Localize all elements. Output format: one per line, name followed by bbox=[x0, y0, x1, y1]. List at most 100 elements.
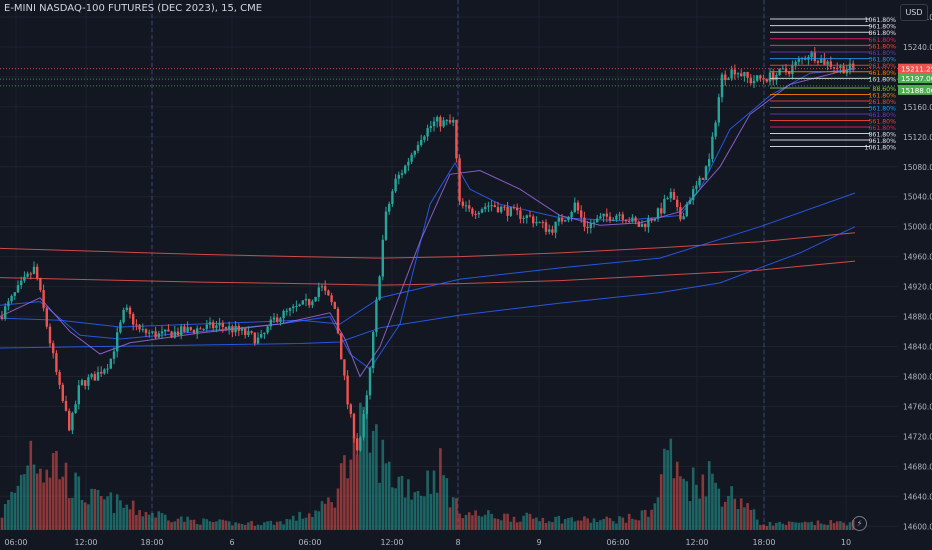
candle-body bbox=[407, 161, 410, 166]
time-tick-label: 12:00 bbox=[74, 538, 97, 547]
candle-body bbox=[669, 192, 672, 199]
price-tick-label: 14680.00 bbox=[903, 462, 932, 471]
candle-body bbox=[557, 218, 560, 222]
volume-bar bbox=[295, 520, 298, 530]
time-axis[interactable]: 06:00 12:00 18:00 6 06:00 12:00 8 9 06:00 12:00 18… bbox=[0, 530, 932, 550]
candle-body bbox=[381, 239, 384, 277]
price-tick-label: 15120.00 bbox=[903, 133, 932, 142]
candle-body bbox=[535, 222, 538, 224]
candle-body bbox=[618, 214, 621, 216]
candle-body bbox=[663, 198, 666, 214]
candle-body bbox=[765, 79, 768, 82]
volume-bar bbox=[272, 524, 276, 530]
volume-bar bbox=[426, 470, 429, 530]
fib-label: 661.80% bbox=[868, 125, 896, 132]
fib-label: 461.80% bbox=[868, 70, 896, 77]
candle-body bbox=[775, 75, 778, 81]
currency-button[interactable]: USD bbox=[900, 4, 928, 21]
volume-bar bbox=[189, 519, 193, 530]
volume-bar bbox=[576, 520, 580, 530]
candle-body bbox=[573, 202, 576, 212]
candle-body bbox=[80, 380, 84, 386]
fib-label: 961.80% bbox=[868, 138, 896, 145]
candle-body bbox=[93, 374, 96, 381]
candle-body bbox=[567, 217, 570, 221]
volume-bar bbox=[403, 497, 407, 530]
price-tick-label: 14800.00 bbox=[903, 372, 932, 381]
candle-body bbox=[605, 213, 608, 217]
candle-body bbox=[666, 198, 669, 200]
volume-bar bbox=[429, 493, 433, 530]
candle-body bbox=[480, 209, 484, 213]
volume-bar bbox=[77, 476, 81, 530]
candle-body bbox=[391, 191, 394, 204]
volume-bar bbox=[842, 522, 845, 530]
candle-body bbox=[228, 326, 231, 329]
candle-body bbox=[205, 324, 208, 329]
price-axis[interactable]: 15280.0015240.0015200.0015160.0015120.00… bbox=[898, 0, 932, 550]
candle-body bbox=[743, 71, 746, 77]
candle-body bbox=[487, 205, 490, 207]
candle-body bbox=[848, 63, 852, 70]
volume-bar bbox=[42, 482, 45, 530]
volume-bar bbox=[58, 479, 61, 530]
volume-bar bbox=[778, 521, 781, 530]
volume-bar bbox=[131, 500, 135, 530]
candle-body bbox=[7, 301, 10, 307]
price-tick-label: 14640.00 bbox=[903, 492, 932, 501]
candle-body bbox=[263, 332, 266, 335]
volume-bar bbox=[243, 524, 247, 530]
candle-body bbox=[442, 120, 445, 127]
candle-body bbox=[311, 301, 314, 306]
volume-bar bbox=[288, 519, 292, 530]
price-tick-label: 15000.00 bbox=[903, 223, 932, 232]
candle-body bbox=[660, 208, 663, 214]
candle-body bbox=[314, 297, 317, 302]
candle-body bbox=[842, 66, 845, 74]
volume-bar bbox=[250, 520, 253, 530]
candle-body bbox=[276, 317, 279, 322]
volume-bar bbox=[195, 524, 199, 530]
volume-bar bbox=[807, 522, 810, 530]
volume-bar bbox=[627, 513, 631, 530]
volume-bar bbox=[64, 462, 68, 530]
candle-body bbox=[564, 220, 567, 222]
candle-body bbox=[23, 276, 26, 281]
bolt-icon[interactable]: ⚡ bbox=[852, 516, 867, 531]
candle-body bbox=[640, 223, 644, 228]
candle-body bbox=[192, 329, 196, 333]
volume-bar bbox=[727, 495, 730, 530]
volume-bar bbox=[176, 518, 180, 530]
volume-bar bbox=[343, 455, 346, 530]
candle-body bbox=[749, 77, 752, 84]
candles bbox=[0, 46, 855, 456]
candle-body bbox=[100, 372, 103, 374]
chart-title: E-MINI NASDAQ-100 FUTURES (DEC 2023), 15… bbox=[4, 3, 263, 14]
candle-body bbox=[208, 322, 212, 325]
volume-bar bbox=[227, 521, 231, 530]
candle-body bbox=[58, 372, 61, 385]
candle-body bbox=[519, 210, 522, 219]
volume-bar bbox=[589, 522, 593, 530]
volume-bar bbox=[67, 498, 71, 530]
volume-bar bbox=[205, 519, 209, 530]
candle-body bbox=[32, 266, 36, 274]
candle-body bbox=[0, 316, 4, 319]
candle-body bbox=[679, 207, 682, 220]
candle-body bbox=[352, 413, 356, 439]
volume-bar bbox=[247, 522, 250, 530]
candle-body bbox=[362, 413, 365, 438]
candle-body bbox=[189, 327, 192, 330]
candle-body bbox=[740, 73, 743, 77]
moving-average-line bbox=[0, 68, 856, 370]
volume-bar bbox=[768, 522, 772, 530]
volume-bar bbox=[83, 502, 87, 530]
candle-body bbox=[327, 290, 330, 296]
candle-body bbox=[109, 358, 112, 369]
candle-body bbox=[506, 206, 509, 216]
fib-label: 1061.80% bbox=[865, 145, 897, 152]
session-dividers bbox=[151, 0, 765, 530]
volume-bar bbox=[541, 517, 545, 530]
candle-body bbox=[823, 58, 826, 65]
